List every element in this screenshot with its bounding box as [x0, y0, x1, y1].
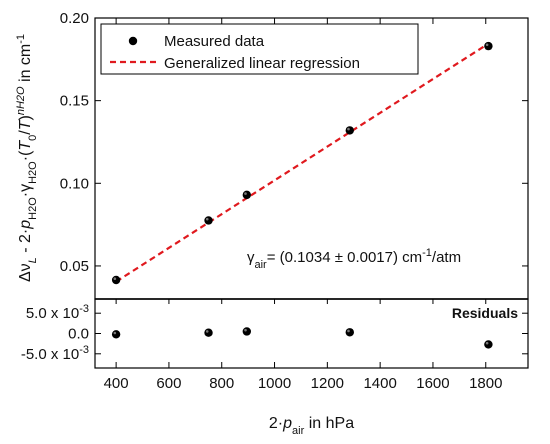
- residual-point: [242, 327, 252, 336]
- y-label-slash: /: [17, 130, 34, 135]
- residual-y-tick-label: -5.0 x 10-3: [21, 344, 89, 363]
- y-tick-label: 0.15: [60, 93, 89, 110]
- residual-y-tick-text: 0.0: [68, 326, 89, 343]
- x-axis-label-unit: in hPa: [304, 415, 354, 432]
- y-tick-label: 0.05: [60, 258, 89, 275]
- legend-label-regression: Generalized linear regression: [164, 55, 360, 72]
- annotation-sup: -1: [422, 247, 432, 259]
- annotation-sub: air: [255, 259, 268, 271]
- x-axis-label-var: p: [282, 415, 292, 432]
- residual-y-tick-label: 5.0 x 10-3: [26, 303, 89, 322]
- x-tick-label: 400: [104, 375, 129, 392]
- residuals-label: Residuals: [452, 305, 518, 321]
- y-tick-label: 0.20: [60, 10, 89, 27]
- residual-point-highlight: [347, 329, 350, 333]
- data-point: [111, 275, 121, 285]
- residual-y-tick-text: 5.0 x 10: [26, 305, 79, 322]
- x-tick-label: 800: [209, 375, 234, 392]
- residual-point: [484, 340, 493, 349]
- residual-y-tick-exponent: -3: [79, 344, 89, 356]
- residual-point: [111, 330, 121, 339]
- residual-point: [204, 328, 213, 337]
- x-tick-label: 600: [156, 375, 181, 392]
- annotation-tail: /atm: [432, 249, 461, 266]
- regression-line: [115, 42, 489, 283]
- data-point-highlight: [485, 43, 489, 47]
- y-label-minus: - 2·: [17, 229, 34, 257]
- data-point-highlight: [347, 127, 350, 131]
- y-label-unit-exp: -1: [15, 34, 27, 44]
- y-label-delta-nu: Δν: [17, 263, 34, 282]
- legend-label-measured: Measured data: [164, 33, 265, 50]
- y-label-paren: ·(: [17, 150, 34, 161]
- annotation-value: = (0.1034 ± 0.0017) cm: [267, 249, 422, 266]
- legend-box: [100, 23, 419, 75]
- residual-y-tick-text: -5.0 x 10: [21, 346, 79, 363]
- legend-marker-measured: [128, 36, 138, 46]
- data-point: [345, 126, 354, 135]
- data-point-highlight: [244, 192, 247, 195]
- data-point: [242, 190, 252, 200]
- annotation-symbol: γ: [247, 249, 255, 266]
- x-axis-label-sub: air: [292, 425, 305, 437]
- residual-y-tick-label: 0.0: [68, 326, 89, 343]
- x-tick-label: 1600: [416, 375, 449, 392]
- y-label-unit: in cm: [17, 44, 34, 87]
- x-tick-label: 1200: [311, 375, 344, 392]
- data-point-highlight: [113, 277, 117, 280]
- data-point: [204, 216, 213, 225]
- y-axis-label: ΔνL - 2·pH2O·γH2O·(T0/T)nH2O in cm-1: [15, 34, 39, 282]
- y-label-sub-0: 0: [27, 135, 39, 141]
- y-label-T0: T: [17, 140, 34, 151]
- x-tick-label: 1000: [258, 375, 291, 392]
- residual-point-highlight: [113, 331, 117, 335]
- residual-point: [345, 328, 354, 337]
- y-label-paren-close: ): [17, 115, 34, 120]
- y-label-T: T: [17, 119, 34, 130]
- residual-point-highlight: [244, 328, 247, 332]
- slope-annotation: γair= (0.1034 ± 0.0017) cm-1/atm: [247, 247, 461, 271]
- x-axis-label: 2·pair in hPa: [269, 415, 354, 437]
- x-tick-label: 1400: [363, 375, 396, 392]
- data-point: [484, 41, 493, 51]
- data-point-highlight: [205, 217, 209, 221]
- residual-point-highlight: [205, 330, 209, 333]
- y-label-exp: nH2O: [15, 86, 27, 115]
- main-plot-frame: [94, 17, 529, 300]
- residual-point-highlight: [485, 341, 489, 345]
- y-label-sub-L: L: [27, 257, 39, 263]
- y-label-p: p: [17, 220, 34, 230]
- y-tick-label: 0.10: [60, 175, 89, 192]
- y-label-gamma: ·γ: [17, 184, 34, 197]
- x-tick-label: 1800: [469, 375, 502, 392]
- y-label-sub-h2o-2: H2O: [27, 161, 39, 184]
- x-axis-label-prefix: 2·: [269, 415, 283, 432]
- y-label-sub-h2o: H2O: [27, 197, 39, 220]
- residual-y-tick-exponent: -3: [79, 303, 89, 315]
